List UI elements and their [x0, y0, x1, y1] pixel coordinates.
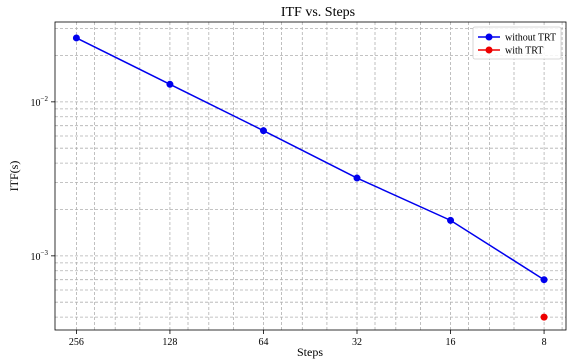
legend-marker-without-trt	[485, 33, 493, 41]
x-tick-label: 256	[69, 337, 84, 348]
x-tick-label: 16	[446, 337, 456, 348]
legend-label-with-trt: with TRT	[505, 46, 543, 57]
data-point-without-trt	[540, 276, 548, 284]
data-point-without-trt	[259, 127, 267, 135]
data-point-with-trt	[540, 313, 548, 321]
x-ticks: 256 128 64 32 16 8	[69, 330, 547, 348]
legend: without TRT with TRT	[472, 26, 562, 60]
data-point-without-trt	[72, 34, 80, 42]
x-tick-label: 32	[352, 337, 362, 348]
legend-label-without-trt: without TRT	[505, 33, 556, 44]
y-tick-label: 10−3	[31, 249, 49, 263]
x-tick-label: 64	[258, 337, 268, 348]
plot-area	[72, 34, 548, 321]
y-tick-label: 10−2	[31, 95, 49, 109]
x-axis-label: Steps	[297, 345, 323, 359]
chart-title: ITF vs. Steps	[281, 5, 355, 20]
x-tick-label: 128	[162, 337, 177, 348]
data-point-without-trt	[353, 174, 361, 182]
series-line-without-trt	[76, 37, 545, 281]
legend-box	[472, 26, 562, 60]
y-axis-label: ITF(s)	[7, 161, 21, 192]
y-ticks: 10−2 10−3	[31, 95, 55, 263]
data-point-without-trt	[447, 216, 455, 224]
grid	[55, 22, 566, 330]
legend-marker-with-trt	[485, 46, 493, 54]
data-point-without-trt	[166, 80, 174, 88]
axes-frame	[54, 21, 567, 331]
x-tick-label: 8	[542, 337, 547, 348]
